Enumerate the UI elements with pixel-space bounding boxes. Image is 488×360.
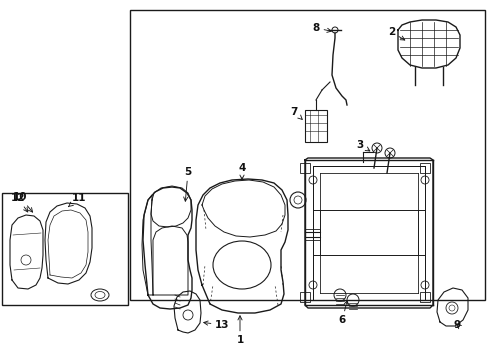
Text: 7: 7 [290, 107, 302, 120]
Text: 11: 11 [68, 193, 86, 207]
Bar [305, 110, 326, 142]
Bar [2, 193, 128, 305]
Bar [419, 292, 429, 302]
Text: 1: 1 [236, 316, 243, 345]
Text: 6: 6 [338, 301, 347, 325]
Text: 8: 8 [312, 23, 330, 33]
Text: 10: 10 [13, 192, 33, 212]
Text: 13: 13 [203, 320, 229, 330]
Bar [130, 10, 484, 300]
Text: 9: 9 [453, 320, 461, 330]
Bar [419, 163, 429, 173]
Text: 2: 2 [387, 27, 404, 40]
Text: 4: 4 [238, 163, 245, 179]
Bar [299, 163, 309, 173]
Bar [299, 292, 309, 302]
Bar [305, 229, 319, 240]
Text: 12: 12 [10, 193, 28, 212]
Text: 3: 3 [356, 140, 369, 151]
Text: 5: 5 [183, 167, 191, 201]
